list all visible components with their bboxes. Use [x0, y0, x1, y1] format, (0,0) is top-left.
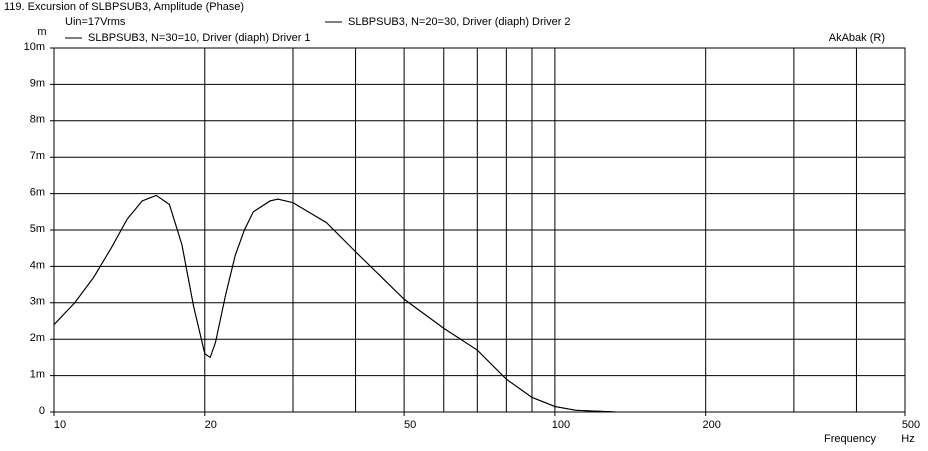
series-line — [53, 194, 617, 413]
y-tick-label: 4m — [30, 259, 45, 271]
subtitle: Uin=17Vrms — [65, 16, 126, 28]
y-unit: m — [37, 26, 46, 38]
x-tick-label: 200 — [702, 419, 720, 431]
x-unit: Hz — [901, 433, 914, 445]
x-tick-label: 500 — [902, 419, 920, 431]
y-tick-label: 10m — [24, 41, 45, 53]
annotation: AkAbak (R) — [829, 32, 885, 44]
y-tick-label: 2m — [30, 332, 45, 344]
x-tick-label: 10 — [54, 419, 66, 431]
x-tick-label: 20 — [205, 419, 217, 431]
x-tick-label: 100 — [552, 419, 570, 431]
y-tick-label: 0 — [39, 405, 45, 417]
legend-label: SLBPSUB3, N=20=30, Driver (diaph) Driver… — [348, 16, 571, 28]
y-tick-label: 3m — [30, 296, 45, 308]
y-tick-label: 5m — [30, 223, 45, 235]
y-tick-label: 9m — [30, 77, 45, 89]
y-tick-label: 7m — [30, 150, 45, 162]
chart-title: 119. Excursion of SLBPSUB3, Amplitude (P… — [4, 1, 244, 13]
y-tick-label: 6m — [30, 187, 45, 199]
y-tick-label: 8m — [30, 114, 45, 126]
x-tick-label: 50 — [404, 419, 416, 431]
legend-label: SLBPSUB3, N=30=10, Driver (diaph) Driver… — [88, 32, 311, 44]
y-tick-label: 1m — [30, 369, 45, 381]
x-label: Frequency — [824, 433, 876, 445]
